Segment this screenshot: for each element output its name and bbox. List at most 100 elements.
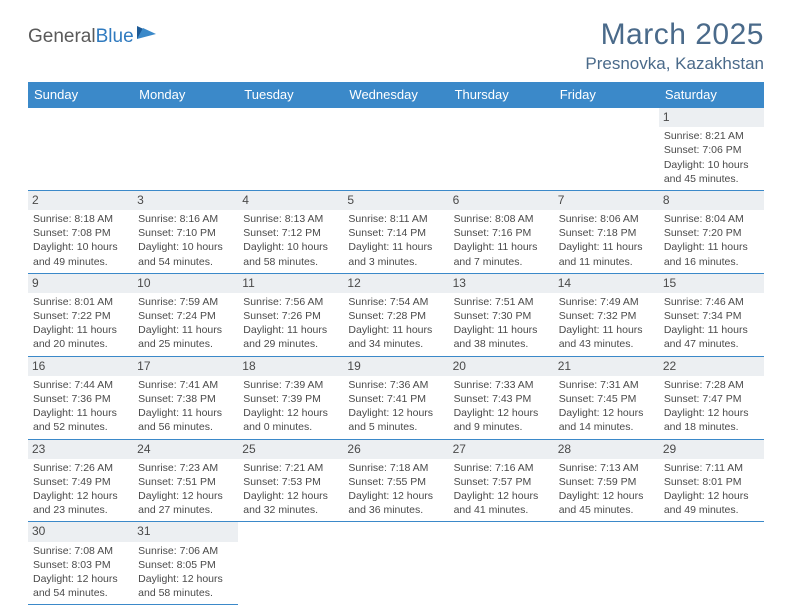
weekday-header: Thursday <box>449 82 554 108</box>
title-block: March 2025 Presnovka, Kazakhstan <box>585 18 764 74</box>
daylight1-text: Daylight: 11 hours <box>138 323 234 337</box>
logo-text-2: Blue <box>96 26 134 47</box>
sunset-text: Sunset: 7:26 PM <box>243 309 339 323</box>
day-number: 27 <box>449 440 554 459</box>
day-number: 15 <box>659 274 764 293</box>
sunrise-text: Sunrise: 7:13 AM <box>559 461 655 475</box>
daylight1-text: Daylight: 12 hours <box>243 406 339 420</box>
daylight2-text: and 32 minutes. <box>243 503 339 517</box>
sunset-text: Sunset: 7:41 PM <box>348 392 444 406</box>
day-number: 13 <box>449 274 554 293</box>
calendar-cell: 17Sunrise: 7:41 AMSunset: 7:38 PMDayligh… <box>133 356 238 439</box>
sunset-text: Sunset: 7:55 PM <box>348 475 444 489</box>
daylight1-text: Daylight: 11 hours <box>664 323 760 337</box>
sunrise-text: Sunrise: 7:33 AM <box>454 378 550 392</box>
sunset-text: Sunset: 7:32 PM <box>559 309 655 323</box>
day-number: 29 <box>659 440 764 459</box>
sunrise-text: Sunrise: 7:06 AM <box>138 544 234 558</box>
daylight2-text: and 45 minutes. <box>664 172 760 186</box>
sunrise-text: Sunrise: 8:18 AM <box>33 212 129 226</box>
sunset-text: Sunset: 7:47 PM <box>664 392 760 406</box>
header: GeneralBlue March 2025 Presnovka, Kazakh… <box>28 18 764 74</box>
sunset-text: Sunset: 7:43 PM <box>454 392 550 406</box>
sunrise-text: Sunrise: 7:21 AM <box>243 461 339 475</box>
daylight1-text: Daylight: 11 hours <box>33 406 129 420</box>
sunset-text: Sunset: 7:08 PM <box>33 226 129 240</box>
calendar-cell: 30Sunrise: 7:08 AMSunset: 8:03 PMDayligh… <box>28 522 133 605</box>
sunset-text: Sunset: 7:51 PM <box>138 475 234 489</box>
daylight1-text: Daylight: 12 hours <box>33 489 129 503</box>
calendar-cell: 1Sunrise: 8:21 AMSunset: 7:06 PMDaylight… <box>659 108 764 190</box>
daylight2-text: and 43 minutes. <box>559 337 655 351</box>
daylight2-text: and 38 minutes. <box>454 337 550 351</box>
day-number: 31 <box>133 522 238 541</box>
sunrise-text: Sunrise: 7:31 AM <box>559 378 655 392</box>
daylight1-text: Daylight: 11 hours <box>559 323 655 337</box>
calendar-cell: 7Sunrise: 8:06 AMSunset: 7:18 PMDaylight… <box>554 190 659 273</box>
weekday-header: Wednesday <box>343 82 448 108</box>
sunset-text: Sunset: 7:36 PM <box>33 392 129 406</box>
calendar-cell: 14Sunrise: 7:49 AMSunset: 7:32 PMDayligh… <box>554 273 659 356</box>
calendar-table: Sunday Monday Tuesday Wednesday Thursday… <box>28 82 764 605</box>
sunrise-text: Sunrise: 7:26 AM <box>33 461 129 475</box>
calendar-cell: 16Sunrise: 7:44 AMSunset: 7:36 PMDayligh… <box>28 356 133 439</box>
daylight2-text: and 16 minutes. <box>664 255 760 269</box>
sunrise-text: Sunrise: 7:16 AM <box>454 461 550 475</box>
weekday-row: Sunday Monday Tuesday Wednesday Thursday… <box>28 82 764 108</box>
daylight1-text: Daylight: 11 hours <box>664 240 760 254</box>
daylight1-text: Daylight: 10 hours <box>138 240 234 254</box>
sunrise-text: Sunrise: 7:54 AM <box>348 295 444 309</box>
daylight1-text: Daylight: 11 hours <box>33 323 129 337</box>
day-number: 20 <box>449 357 554 376</box>
sunrise-text: Sunrise: 7:36 AM <box>348 378 444 392</box>
flag-icon <box>136 24 158 47</box>
calendar-cell: 10Sunrise: 7:59 AMSunset: 7:24 PMDayligh… <box>133 273 238 356</box>
calendar-cell: 0 <box>28 108 133 190</box>
sunrise-text: Sunrise: 7:23 AM <box>138 461 234 475</box>
sunset-text: Sunset: 8:05 PM <box>138 558 234 572</box>
daylight1-text: Daylight: 10 hours <box>664 158 760 172</box>
daylight2-text: and 9 minutes. <box>454 420 550 434</box>
sunset-text: Sunset: 7:22 PM <box>33 309 129 323</box>
sunset-text: Sunset: 7:49 PM <box>33 475 129 489</box>
day-number: 3 <box>133 191 238 210</box>
calendar-cell: 31 Sunrise: 7:06 AMSunset: 8:05 PMDayligh… <box>133 522 238 605</box>
daylight2-text: and 54 minutes. <box>138 255 234 269</box>
calendar-cell: 0 <box>343 522 448 605</box>
daylight1-text: Daylight: 11 hours <box>454 240 550 254</box>
daylight1-text: Daylight: 12 hours <box>559 489 655 503</box>
daylight1-text: Daylight: 12 hours <box>138 489 234 503</box>
location: Presnovka, Kazakhstan <box>585 54 764 74</box>
sunset-text: Sunset: 7:24 PM <box>138 309 234 323</box>
calendar-week: 30Sunrise: 7:08 AMSunset: 8:03 PMDayligh… <box>28 522 764 605</box>
sunset-text: Sunset: 8:03 PM <box>33 558 129 572</box>
sunset-text: Sunset: 7:53 PM <box>243 475 339 489</box>
daylight2-text: and 36 minutes. <box>348 503 444 517</box>
daylight2-text: and 58 minutes. <box>243 255 339 269</box>
daylight2-text: and 41 minutes. <box>454 503 550 517</box>
sunset-text: Sunset: 8:01 PM <box>664 475 760 489</box>
sunrise-text: Sunrise: 7:56 AM <box>243 295 339 309</box>
sunrise-text: Sunrise: 7:44 AM <box>33 378 129 392</box>
day-number: 25 <box>238 440 343 459</box>
day-number: 1 <box>659 108 764 127</box>
daylight2-text: and 29 minutes. <box>243 337 339 351</box>
sunset-text: Sunset: 7:38 PM <box>138 392 234 406</box>
sunset-text: Sunset: 7:45 PM <box>559 392 655 406</box>
calendar-cell: 6Sunrise: 8:08 AMSunset: 7:16 PMDaylight… <box>449 190 554 273</box>
sunset-text: Sunset: 7:16 PM <box>454 226 550 240</box>
weekday-header: Friday <box>554 82 659 108</box>
calendar-cell: 19Sunrise: 7:36 AMSunset: 7:41 PMDayligh… <box>343 356 448 439</box>
daylight1-text: Daylight: 12 hours <box>348 406 444 420</box>
calendar-week: 0000001Sunrise: 8:21 AMSunset: 7:06 PMDa… <box>28 108 764 190</box>
day-number: 22 <box>659 357 764 376</box>
sunrise-text: Sunrise: 8:11 AM <box>348 212 444 226</box>
daylight1-text: Daylight: 12 hours <box>138 572 234 586</box>
sunset-text: Sunset: 7:39 PM <box>243 392 339 406</box>
sunrise-text: Sunrise: 7:39 AM <box>243 378 339 392</box>
daylight2-text: and 47 minutes. <box>664 337 760 351</box>
calendar-cell: 0 <box>554 108 659 190</box>
logo-text-1: General <box>28 26 96 47</box>
calendar-cell: 27Sunrise: 7:16 AMSunset: 7:57 PMDayligh… <box>449 439 554 522</box>
logo-text: GeneralBlue <box>28 26 134 48</box>
